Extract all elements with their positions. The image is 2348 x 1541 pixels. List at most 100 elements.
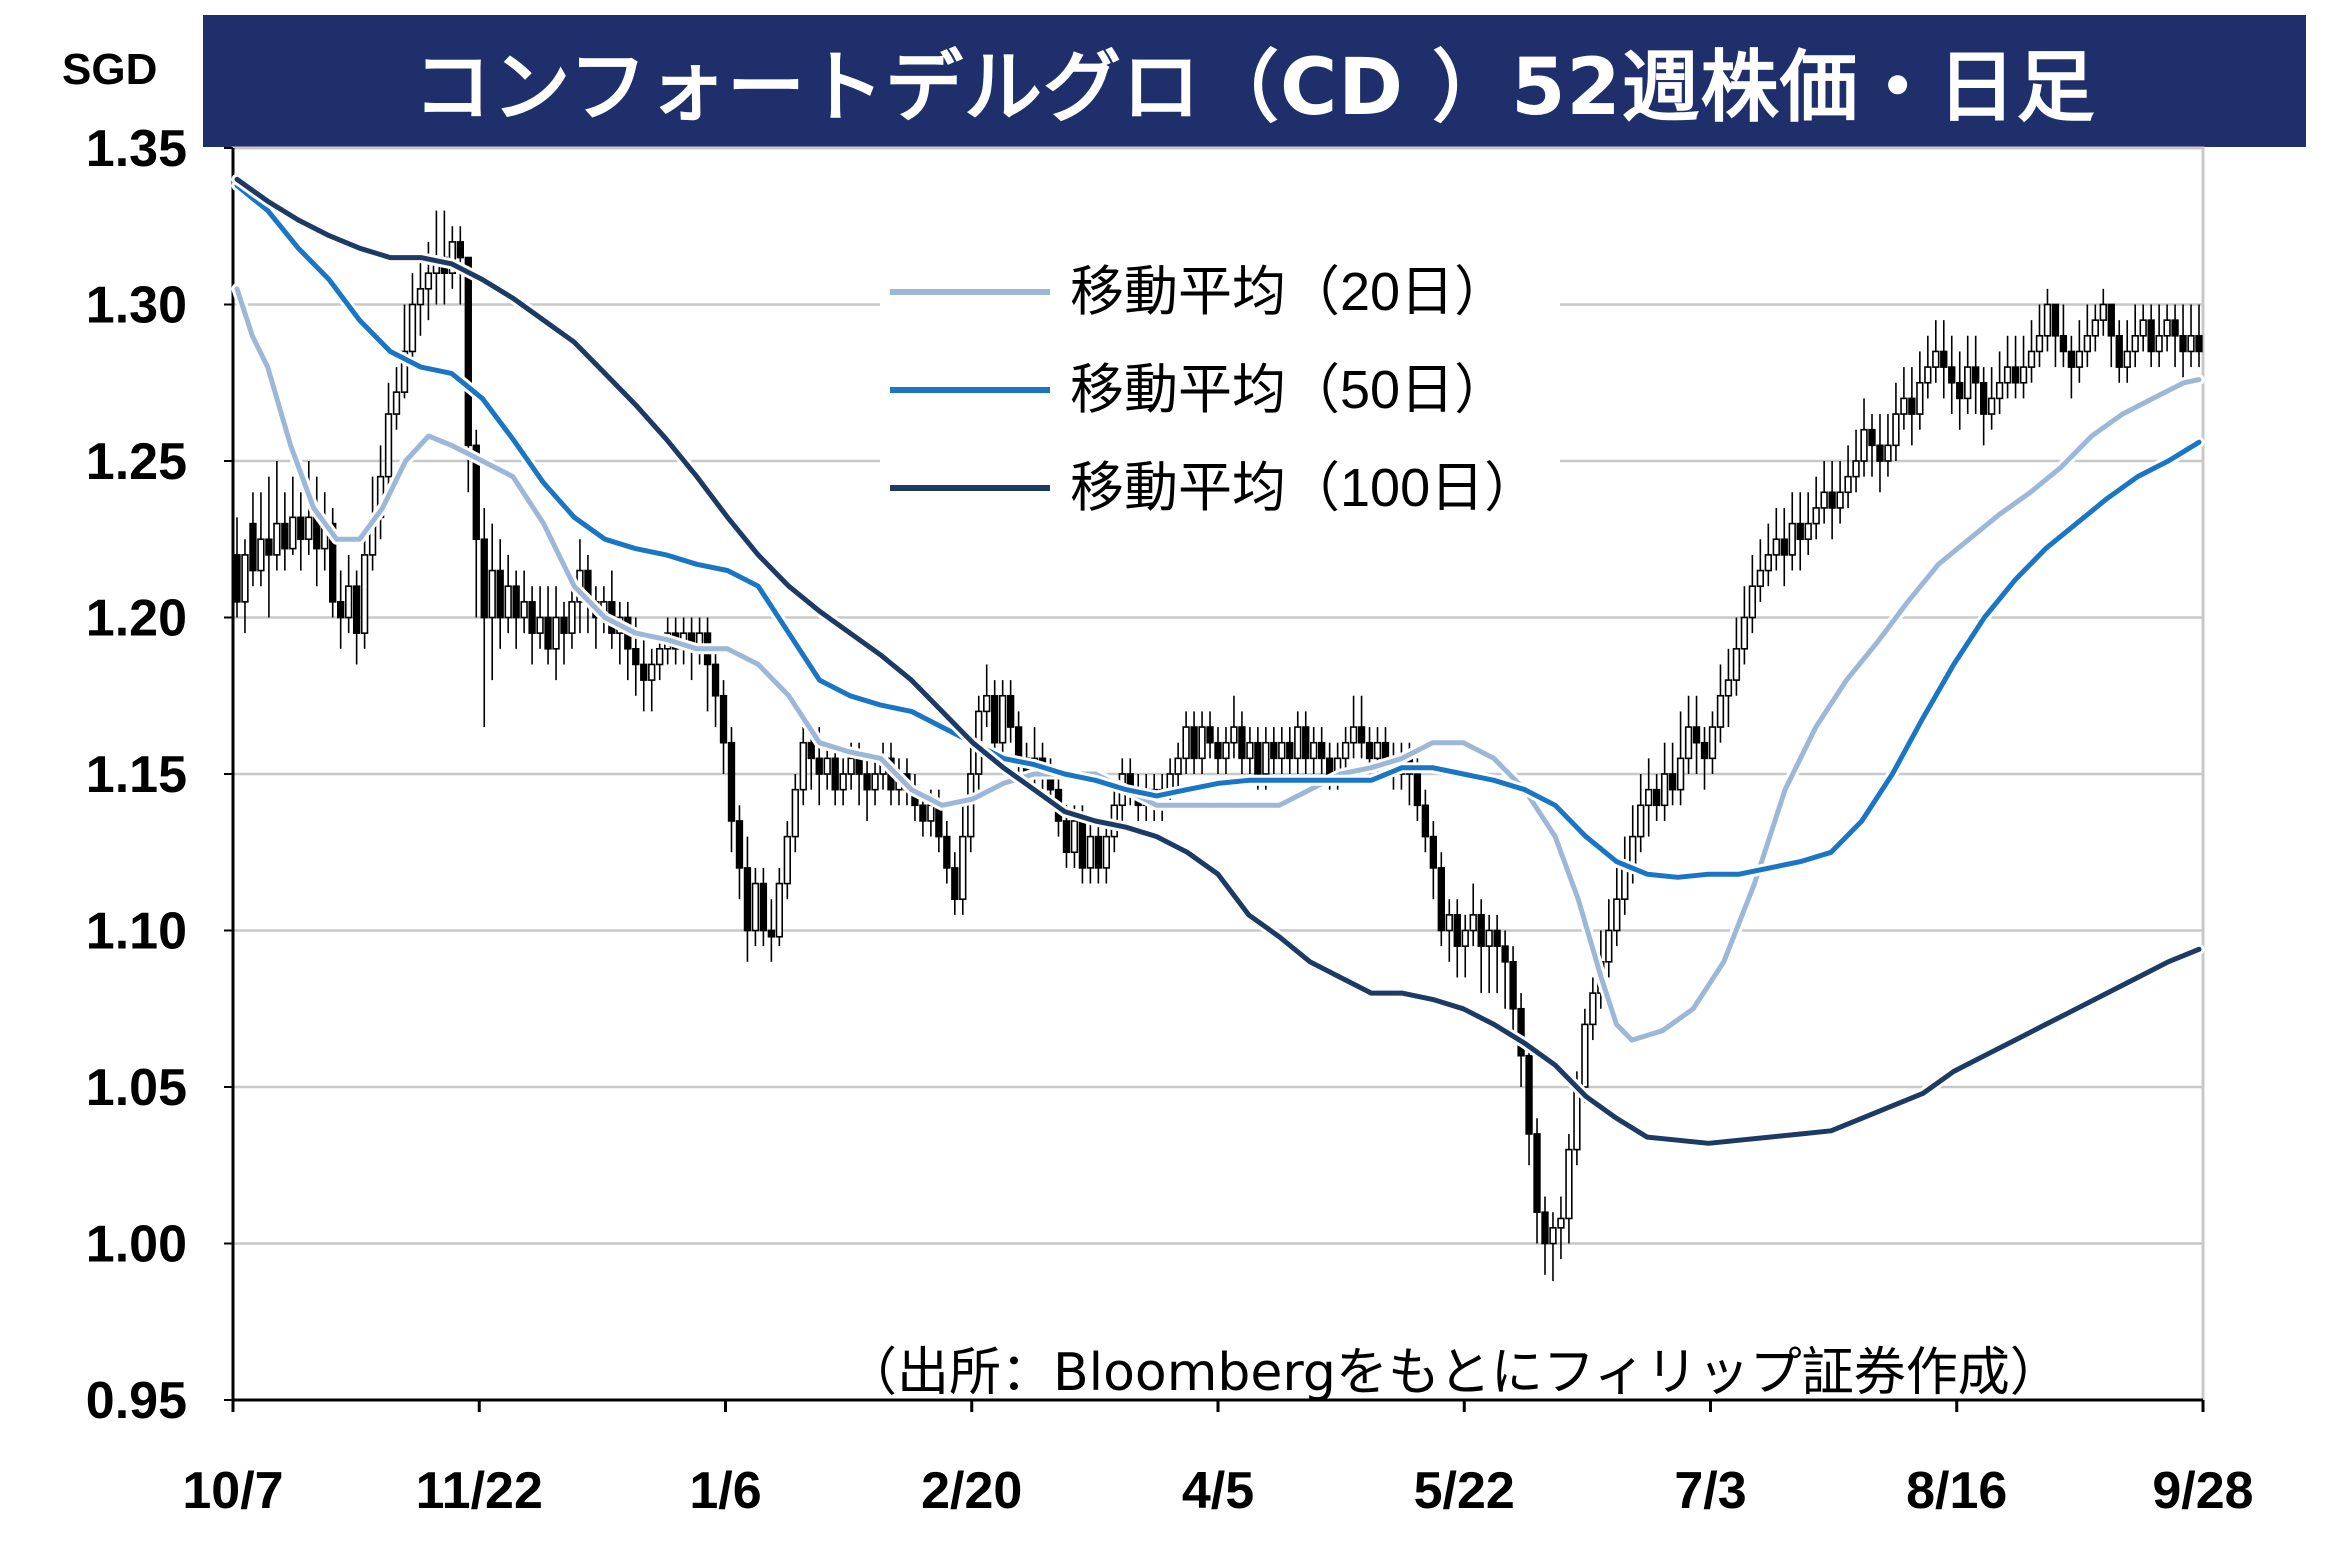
candle <box>1445 899 1453 962</box>
candle <box>1868 414 1876 477</box>
candle <box>703 617 712 712</box>
candle <box>1796 492 1804 571</box>
candle-body <box>1660 773 1669 807</box>
candle <box>983 664 991 728</box>
candle <box>360 539 369 649</box>
candle-body <box>1310 741 1318 760</box>
candle-body <box>2155 334 2163 353</box>
candle-body <box>488 569 496 619</box>
candle <box>1621 836 1629 915</box>
candle <box>512 570 520 649</box>
candle <box>616 601 624 665</box>
candle-body <box>632 647 640 666</box>
candle <box>1852 429 1860 493</box>
candle <box>2163 304 2171 352</box>
candle-body <box>831 757 839 791</box>
candle-body <box>408 303 417 353</box>
y-tick-label: 1.25 <box>86 433 187 491</box>
candle <box>2115 320 2123 383</box>
candle <box>1533 1118 1541 1244</box>
candle <box>1724 648 1733 728</box>
candle <box>2051 303 2060 368</box>
candle <box>2083 304 2092 368</box>
candle-body <box>1852 460 1860 478</box>
candle <box>791 774 799 853</box>
candle <box>1964 335 1972 415</box>
candle <box>1278 727 1286 774</box>
candle <box>1668 742 1677 806</box>
candles <box>233 210 2203 1282</box>
candle-body <box>1812 507 1820 525</box>
candle <box>1198 711 1206 774</box>
candle <box>2179 304 2187 383</box>
legend-label: 移動平均（100日） <box>1070 458 1538 518</box>
candle <box>1581 1008 1589 1103</box>
candle-body <box>1740 616 1749 650</box>
candle-body <box>1421 804 1430 838</box>
candle <box>951 852 959 915</box>
candle <box>376 445 385 540</box>
candle-body <box>871 773 879 791</box>
candle <box>1804 492 1812 555</box>
candle-body <box>289 516 297 550</box>
candle-body <box>265 538 273 556</box>
candle-body <box>1062 820 1071 854</box>
candle-body <box>1453 914 1461 947</box>
candle <box>1246 727 1254 774</box>
candle <box>1102 820 1111 884</box>
candle-body <box>1549 1227 1557 1245</box>
candle-body <box>352 585 361 634</box>
candle <box>1645 758 1653 837</box>
candle-body <box>2051 303 2060 337</box>
candle-body <box>1014 726 1023 760</box>
candle-body <box>919 804 927 822</box>
candle-body <box>1469 914 1477 932</box>
candle <box>1605 899 1613 978</box>
candle-body <box>2091 319 2099 337</box>
y-tick-label: 1.00 <box>86 1216 187 1274</box>
candle-body <box>1413 773 1422 807</box>
x-tick-labels: 10/7 11/22 1/6 2/20 4/5 5/22 7/3 8/16 9/28 <box>182 1400 2254 1520</box>
candle <box>727 727 736 853</box>
candle <box>1764 523 1772 587</box>
candle <box>1892 382 1900 461</box>
candle <box>1501 930 1509 1009</box>
candle-body <box>1972 366 1980 384</box>
candle <box>1956 351 1964 430</box>
candle <box>1230 695 1238 759</box>
candle-body <box>1070 820 1079 854</box>
candle-body <box>783 835 791 885</box>
candle-body <box>2027 350 2036 368</box>
candle-body <box>1581 1023 1589 1088</box>
candle-body <box>257 538 265 572</box>
candle-body <box>799 741 807 791</box>
candle <box>2067 335 2076 399</box>
legend: 移動平均（20日） 移動平均（50日） 移動平均（100日） <box>880 254 1560 520</box>
candle <box>528 586 536 665</box>
candle <box>1987 367 1996 430</box>
ma-line-3 <box>234 176 2202 1146</box>
candle <box>352 570 361 665</box>
candle-body <box>1916 381 1924 415</box>
x-tick-label: 4/5 <box>1182 1462 1254 1520</box>
candle-body <box>1948 366 1956 384</box>
candle-body <box>1796 522 1804 541</box>
candle-body <box>1652 788 1661 807</box>
candle <box>2011 335 2020 399</box>
candle <box>1716 664 1725 743</box>
candle-body <box>1533 1133 1541 1213</box>
candle-body <box>1294 726 1302 760</box>
candle <box>1086 820 1095 884</box>
candle-body <box>1357 726 1366 744</box>
y-axis-unit: SGD <box>62 45 158 94</box>
candle-body <box>1780 538 1788 556</box>
candle-body <box>1676 757 1685 791</box>
candle-body <box>991 694 999 744</box>
candle-body <box>1325 757 1334 775</box>
candle-body <box>241 554 249 603</box>
candle <box>991 680 999 759</box>
candle-body <box>1341 741 1350 760</box>
candle-body <box>2035 334 2044 353</box>
candle-body <box>2107 303 2115 337</box>
candle <box>408 273 417 368</box>
